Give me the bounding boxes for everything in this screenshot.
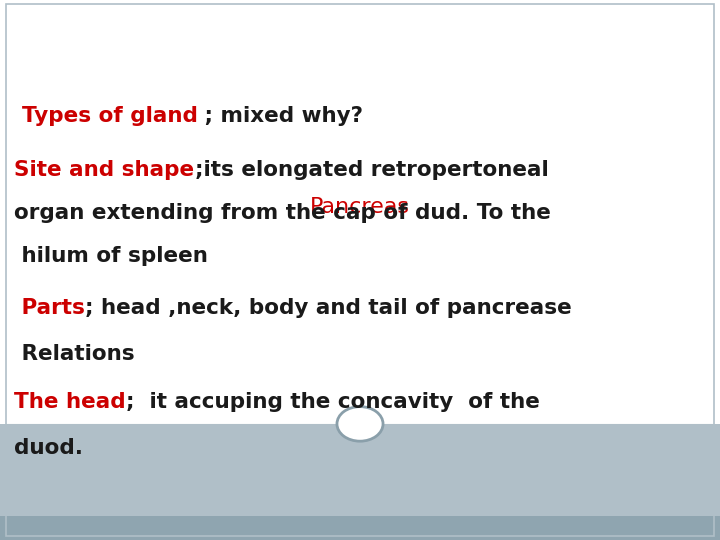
Text: ;  it accuping the concavity  of the: ; it accuping the concavity of the — [126, 392, 540, 413]
Text: Relations: Relations — [14, 343, 135, 364]
Bar — [0, 424, 720, 516]
Text: Parts: Parts — [14, 298, 85, 318]
Text: The head: The head — [14, 392, 126, 413]
Bar — [0, 516, 720, 540]
Text: ; head ,neck, body and tail of pancrease: ; head ,neck, body and tail of pancrease — [85, 298, 572, 318]
Text: organ extending from the cap of dud. To the: organ extending from the cap of dud. To … — [14, 203, 552, 224]
Text: ;its elongated retropertoneal: ;its elongated retropertoneal — [194, 160, 548, 180]
Circle shape — [337, 407, 383, 441]
Text: duod.: duod. — [14, 438, 84, 458]
Text: hilum of spleen: hilum of spleen — [14, 246, 208, 267]
Text: Types of gland: Types of gland — [22, 106, 197, 126]
Bar — [0, 516, 720, 540]
Text: Site and shape: Site and shape — [14, 160, 194, 180]
Text: Pancreas: Pancreas — [310, 197, 410, 217]
Text: ; mixed why?: ; mixed why? — [197, 106, 364, 126]
Bar — [0, 0, 720, 424]
Bar — [0, 0, 720, 424]
